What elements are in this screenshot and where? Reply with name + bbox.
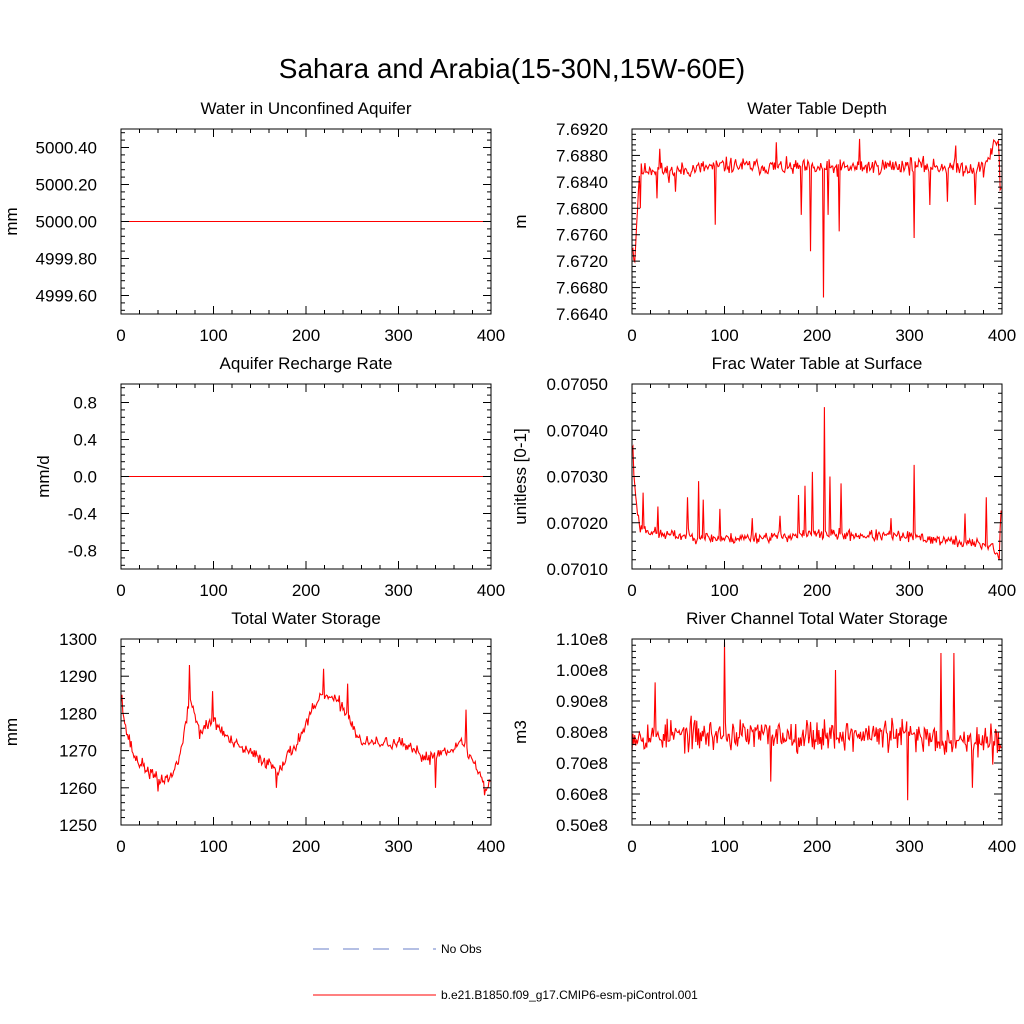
y-tick-label: 1250 — [59, 816, 97, 835]
y-tick-label: 1260 — [59, 779, 97, 798]
x-tick-label: 100 — [199, 326, 227, 345]
y-tick-label: 7.6800 — [556, 199, 608, 218]
x-tick-label: 300 — [384, 581, 412, 600]
x-tick-label: 200 — [803, 837, 831, 856]
legend-obs-label: No Obs — [441, 942, 482, 956]
y-tick-label: 5000.00 — [36, 213, 97, 232]
x-tick-label: 400 — [988, 581, 1016, 600]
x-tick-label: 0 — [627, 581, 636, 600]
x-tick-label: 0 — [116, 326, 125, 345]
x-tick-label: 100 — [710, 326, 738, 345]
y-tick-label: 1280 — [59, 704, 97, 723]
y-tick-label: 0.07010 — [547, 560, 608, 579]
chart-panel-4: Frac Water Table at Surface unitless [0-1… — [511, 354, 1016, 600]
legend: No Obs b.e21.B1850.f09_g17.CMIP6-esm-piC… — [313, 942, 698, 1002]
x-tick-label: 100 — [710, 837, 738, 856]
panel-title: Frac Water Table at Surface — [712, 354, 923, 373]
y-axis-label: m — [511, 214, 530, 228]
x-tick-label: 0 — [627, 326, 636, 345]
y-tick-label: 4999.60 — [36, 287, 97, 306]
panels: Water in Unconfined Aquifer mm 0 100 200 300 4… — [2, 99, 1016, 856]
panel-title: Water in Unconfined Aquifer — [200, 99, 411, 118]
y-axis-label: mm — [2, 718, 21, 746]
panel-title: Water Table Depth — [747, 99, 887, 118]
x-tick-label: 300 — [384, 326, 412, 345]
y-tick-label: 1.10e8 — [556, 630, 608, 649]
x-tick-label: 300 — [384, 837, 412, 856]
x-tick-label: 0 — [627, 837, 636, 856]
panel-title: Aquifer Recharge Rate — [220, 354, 393, 373]
y-tick-label: 7.6920 — [556, 120, 608, 139]
chart-panel-3: Aquifer Recharge Rate mm/d 0 100 200 300 400 -0… — [34, 354, 505, 600]
y-tick-label: 5000.20 — [36, 176, 97, 195]
x-tick-label: 100 — [199, 837, 227, 856]
x-tick-label: 0 — [116, 837, 125, 856]
y-tick-label: 0.4 — [73, 431, 97, 450]
y-tick-label: 5000.40 — [36, 139, 97, 158]
x-tick-label: 100 — [710, 581, 738, 600]
y-axis-label: m3 — [511, 720, 530, 744]
x-tick-label: 300 — [895, 837, 923, 856]
panel-title: Total Water Storage — [231, 609, 381, 628]
y-tick-label: -0.8 — [68, 542, 97, 561]
chart-panel-2: Water Table Depth m 0 100 200 300 400 7.6640 7.6… — [511, 99, 1016, 345]
series-line — [631, 642, 1002, 801]
y-tick-label: 0.50e8 — [556, 816, 608, 835]
chart-panel-1: Water in Unconfined Aquifer mm 0 100 200 300 4… — [2, 99, 505, 345]
figure-title: Sahara and Arabia(15-30N,15W-60E) — [279, 53, 745, 84]
y-tick-label: -0.4 — [68, 505, 97, 524]
y-tick-label: 0.80e8 — [556, 723, 608, 742]
y-tick-label: 0.0 — [73, 468, 97, 487]
y-tick-label: 0.90e8 — [556, 692, 608, 711]
chart-panel-5: Total Water Storage mm 0 100 200 300 400 1250 12… — [2, 609, 505, 856]
y-tick-label: 0.07030 — [547, 468, 608, 487]
x-tick-label: 400 — [477, 326, 505, 345]
y-tick-label: 1300 — [59, 630, 97, 649]
x-tick-label: 400 — [988, 326, 1016, 345]
x-tick-label: 400 — [988, 837, 1016, 856]
y-tick-label: 7.6720 — [556, 252, 608, 271]
y-tick-label: 7.6760 — [556, 226, 608, 245]
y-tick-label: 0.07050 — [547, 375, 608, 394]
y-tick-label: 7.6680 — [556, 279, 608, 298]
x-tick-label: 200 — [292, 837, 320, 856]
chart-panel-6: River Channel Total Water Storage m3 0 100 2… — [511, 609, 1016, 856]
y-tick-label: 7.6640 — [556, 305, 608, 324]
y-tick-label: 7.6840 — [556, 173, 608, 192]
y-axis-label: mm — [2, 207, 21, 235]
x-tick-label: 400 — [477, 581, 505, 600]
y-tick-label: 7.6880 — [556, 146, 608, 165]
series-line — [631, 407, 1002, 560]
x-tick-label: 200 — [803, 581, 831, 600]
x-tick-label: 0 — [116, 581, 125, 600]
x-tick-label: 200 — [803, 326, 831, 345]
y-tick-label: 0.60e8 — [556, 785, 608, 804]
y-axis-label: mm/d — [34, 455, 53, 498]
panel-title: River Channel Total Water Storage — [686, 609, 948, 628]
y-tick-label: 0.07020 — [547, 514, 608, 533]
x-tick-label: 200 — [292, 581, 320, 600]
x-tick-label: 200 — [292, 326, 320, 345]
y-tick-label: 1.00e8 — [556, 661, 608, 680]
y-tick-label: 0.70e8 — [556, 754, 608, 773]
y-tick-label: 0.07040 — [547, 421, 608, 440]
x-tick-label: 400 — [477, 837, 505, 856]
y-tick-label: 4999.80 — [36, 250, 97, 269]
series-line — [631, 138, 1002, 298]
series-line — [120, 665, 491, 796]
x-tick-label: 300 — [895, 326, 923, 345]
y-tick-label: 1270 — [59, 742, 97, 761]
y-tick-label: 1290 — [59, 667, 97, 686]
legend-model-label: b.e21.B1850.f09_g17.CMIP6-esm-piControl.… — [441, 988, 698, 1002]
x-tick-label: 100 — [199, 581, 227, 600]
y-tick-label: 0.8 — [73, 394, 97, 413]
y-axis-label: unitless [0-1] — [511, 428, 530, 524]
x-tick-label: 300 — [895, 581, 923, 600]
